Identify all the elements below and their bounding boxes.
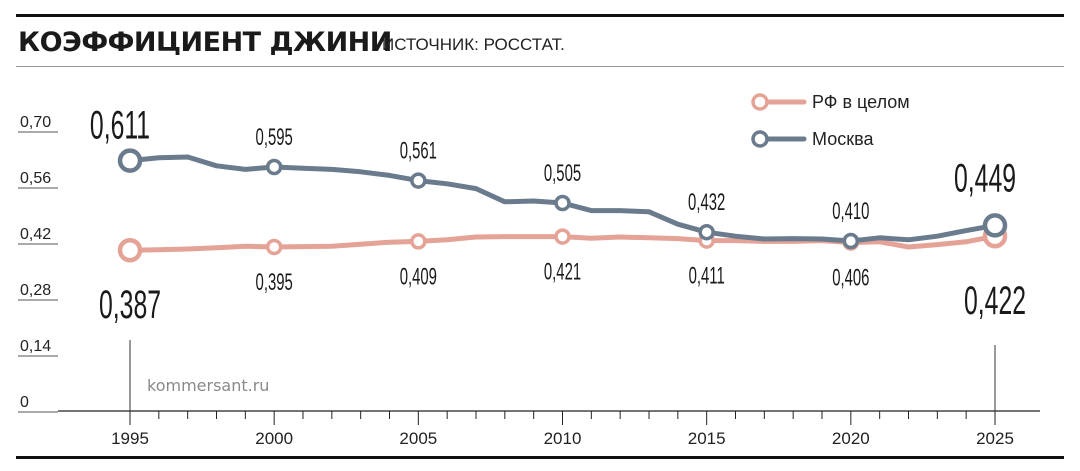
- data-label-rf: 0,421: [544, 259, 581, 285]
- data-point-marker: [554, 228, 571, 245]
- data-point-marker: [265, 158, 283, 176]
- bottom-rule: [16, 456, 1064, 459]
- data-label-moscow: 0,432: [688, 190, 725, 216]
- watermark: kommersant.ru: [147, 376, 269, 395]
- axes: 0 0,14 0,28 0,42 0,56 0,70 1995 2000 2005 2010 201…: [18, 114, 1040, 448]
- data-label-moscow-group: 0,410: [832, 199, 869, 225]
- y-tick-label: 0,42: [20, 226, 51, 243]
- x-tick-label: 2010: [544, 429, 582, 448]
- data-point-marker: [410, 233, 427, 250]
- header-rule: [16, 66, 1064, 67]
- data-label-rf-group: 0,422: [964, 279, 1026, 323]
- data-point-marker: [842, 232, 860, 250]
- data-point-marker: [117, 237, 143, 263]
- x-tick-label: 2020: [832, 429, 870, 448]
- data-label-rf: 0,411: [689, 263, 725, 289]
- data-label-rf-group: 0,395: [256, 270, 293, 296]
- data-label-rf: 0,395: [256, 270, 293, 296]
- data-label-rf: 0,409: [400, 264, 437, 290]
- legend-marker: [751, 93, 769, 111]
- legend-marker: [751, 130, 769, 148]
- data-label-rf-group: 0,411: [689, 263, 725, 289]
- series-markers: [117, 148, 1008, 263]
- x-tick-label: 2005: [399, 429, 437, 448]
- data-label-rf: 0,406: [832, 265, 869, 291]
- y-tick-label: 0,14: [20, 338, 51, 355]
- y-tick-label: 0,70: [20, 114, 51, 131]
- data-point-marker: [117, 148, 143, 173]
- data-label-rf-group: 0,409: [400, 264, 437, 290]
- legend-label: РФ в целом: [812, 92, 910, 112]
- data-label-moscow: 0,449: [954, 157, 1016, 201]
- data-point-marker: [265, 238, 283, 256]
- source-note: ИСТОЧНИК: РОССТАТ.: [382, 35, 565, 54]
- data-label-rf-group: 0,387: [99, 283, 161, 327]
- data-label-moscow: 0,505: [544, 161, 581, 187]
- data-label-moscow-group: 0,611: [90, 104, 150, 148]
- legend-label: Москва: [812, 129, 874, 149]
- y-tick-label: 0: [20, 394, 29, 411]
- x-tick-label: 2015: [688, 429, 726, 448]
- data-label-moscow-group: 0,432: [688, 190, 725, 216]
- data-label-rf: 0,387: [99, 283, 161, 327]
- top-rule: [16, 14, 1064, 17]
- data-label-moscow: 0,561: [400, 138, 437, 164]
- data-point-marker: [982, 213, 1008, 238]
- data-label-moscow-group: 0,449: [954, 157, 1016, 201]
- data-label-moscow: 0,611: [90, 104, 150, 148]
- data-label-moscow-group: 0,505: [544, 161, 581, 187]
- legend: РФ в целом Москва: [751, 92, 910, 149]
- data-label-moscow: 0,410: [832, 199, 869, 225]
- data-point-marker: [410, 172, 427, 189]
- y-tick-label: 0,56: [20, 170, 51, 187]
- data-label-rf-group: 0,406: [832, 265, 869, 291]
- data-label-moscow: 0,595: [256, 125, 293, 151]
- chart-title: КОЭФФИЦИЕНТ ДЖИНИ: [18, 27, 392, 58]
- data-labels: 0,611 0,595 0,561 0,505 0,432 0,410 0,449 0,387…: [90, 104, 1026, 328]
- x-tick-label: 2025: [976, 429, 1014, 448]
- data-label-rf: 0,422: [964, 279, 1026, 323]
- data-label-moscow-group: 0,561: [400, 138, 437, 164]
- y-tick-label: 0,28: [20, 282, 51, 299]
- x-tick-label: 1995: [111, 429, 149, 448]
- x-tick-label: 2000: [255, 429, 293, 448]
- data-label-rf-group: 0,421: [544, 259, 581, 285]
- data-point-marker: [698, 223, 715, 241]
- data-point-marker: [554, 194, 571, 212]
- data-label-moscow-group: 0,595: [256, 125, 293, 151]
